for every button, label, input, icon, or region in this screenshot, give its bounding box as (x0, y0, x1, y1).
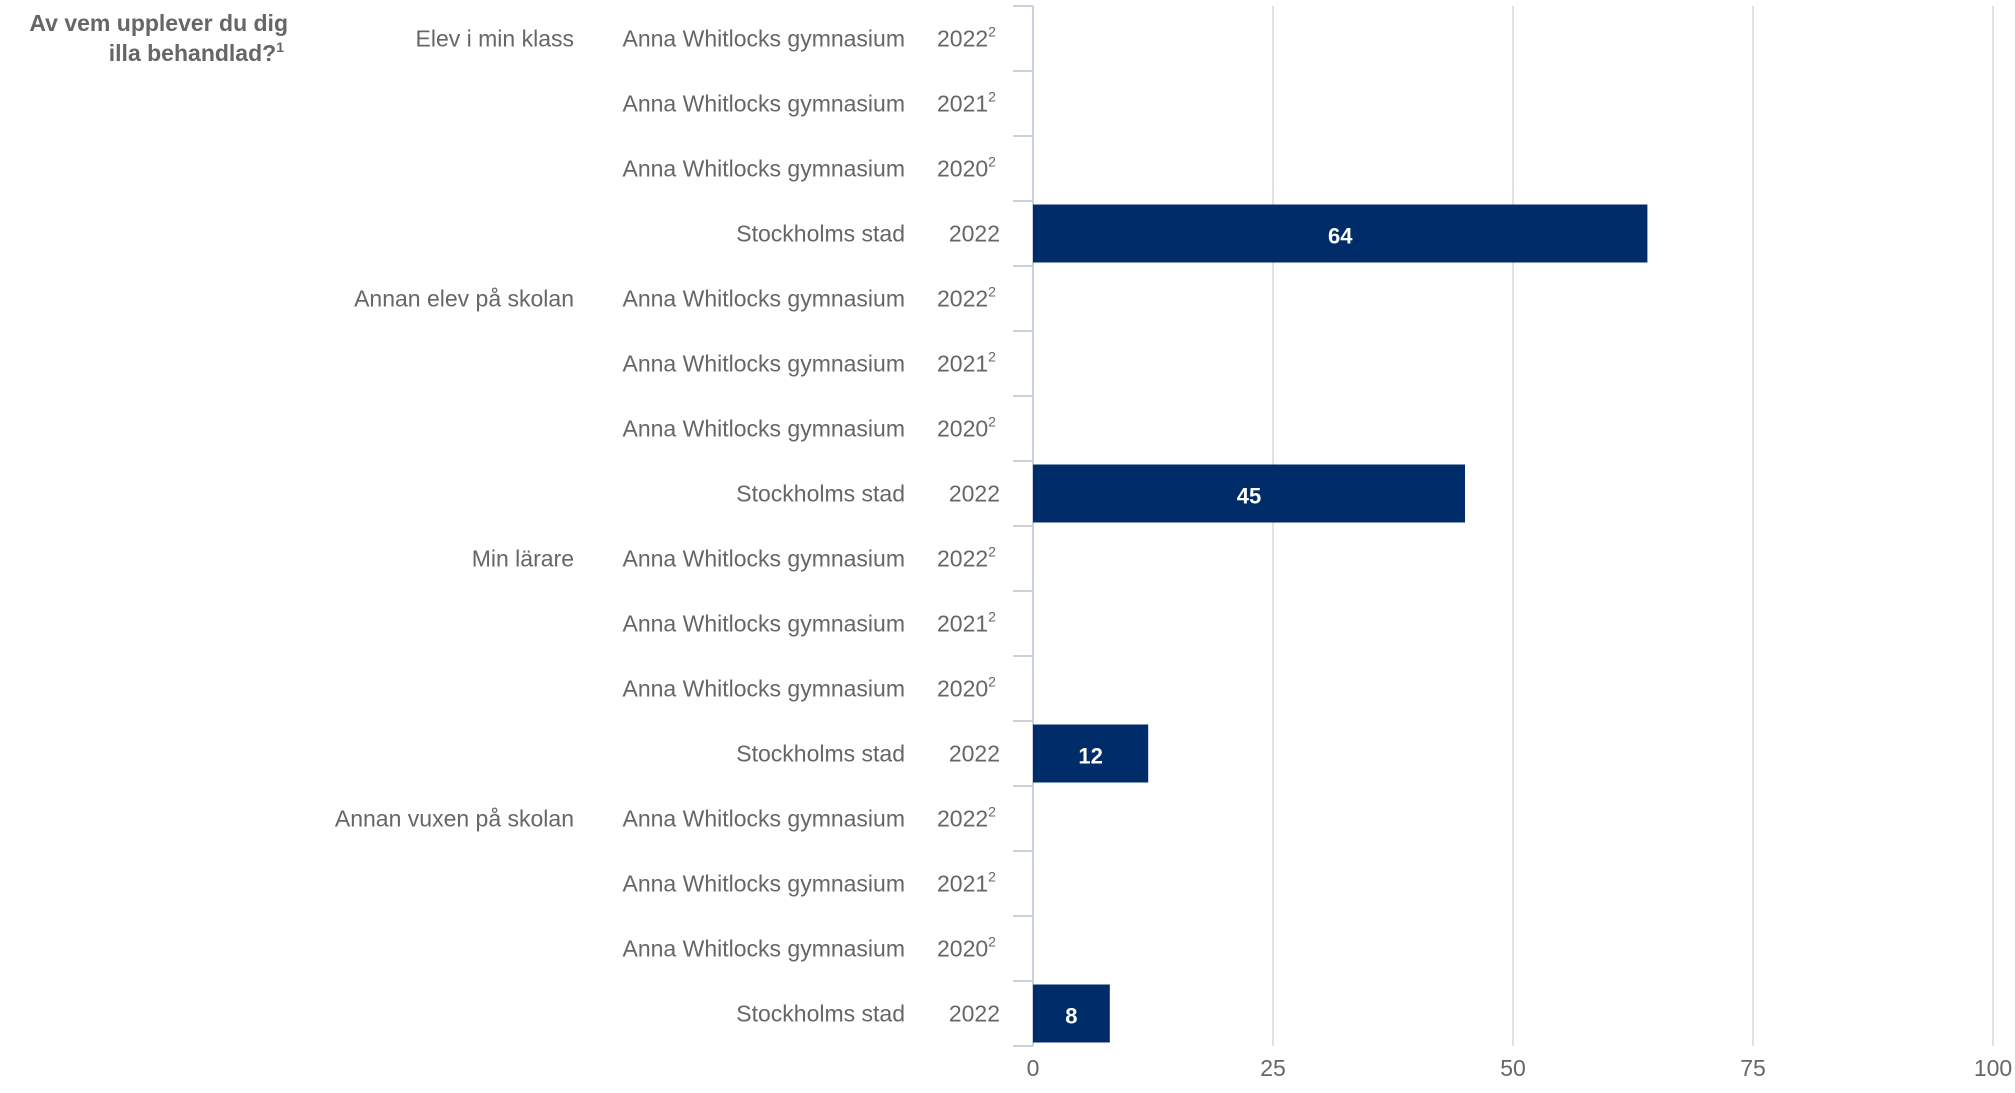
year-footnote: 2 (988, 24, 996, 40)
year-label: 20202 (937, 154, 996, 182)
year-label: 2022 (949, 481, 1000, 507)
row-separators (1013, 5, 1033, 1047)
year-footnote: 2 (988, 804, 996, 820)
year-label: 20212 (937, 89, 996, 117)
x-tick-label: 75 (1740, 1055, 1766, 1081)
entity-label: Stockholms stad (736, 481, 905, 507)
chart-header-footnote: 1 (276, 39, 284, 55)
year-footnote: 2 (988, 869, 996, 885)
year-text: 2020 (937, 936, 988, 962)
year-footnote: 2 (988, 934, 996, 950)
year-label: 2022 (949, 1001, 1000, 1027)
bar-value-label: 64 (1328, 224, 1353, 249)
year-label: 20202 (937, 674, 996, 702)
entity-label: Anna Whitlocks gymnasium (623, 351, 906, 377)
year-label: 20222 (937, 544, 996, 572)
year-text: 2020 (937, 156, 988, 182)
year-text: 2021 (937, 611, 988, 637)
year-text: 2020 (937, 416, 988, 442)
entity-label: Anna Whitlocks gymnasium (623, 676, 906, 702)
group-label: Elev i min klass (416, 26, 574, 52)
year-label: 2022 (949, 221, 1000, 247)
year-footnote: 2 (988, 674, 996, 690)
group-label: Annan elev på skolan (354, 286, 574, 312)
bar (1033, 464, 1465, 523)
year-footnote: 2 (988, 544, 996, 560)
chart-header-line2-text: illa behandlad? (109, 40, 276, 66)
x-tick-label: 25 (1260, 1055, 1286, 1081)
chart-header-line1: Av vem upplever du dig (29, 10, 288, 36)
entity-label: Anna Whitlocks gymnasium (623, 806, 906, 832)
group-label: Min lärare (472, 546, 574, 572)
bars: 64 45 12 8 (1033, 204, 1648, 1043)
entity-label: Anna Whitlocks gymnasium (623, 156, 906, 182)
year-text: 2020 (937, 676, 988, 702)
year-label: 20212 (937, 609, 996, 637)
entity-label: Anna Whitlocks gymnasium (623, 936, 906, 962)
year-label: 20202 (937, 934, 996, 962)
group-label: Annan vuxen på skolan (335, 806, 574, 832)
entity-label: Anna Whitlocks gymnasium (623, 26, 906, 52)
year-label: 20212 (937, 349, 996, 377)
x-axis-ticks: 0 25 50 75 100 (1027, 1055, 2013, 1081)
row-labels: Elev i min klass Anna Whitlocks gymnasium… (335, 24, 1000, 1027)
gridlines (1032, 6, 1994, 1046)
year-label: 20222 (937, 804, 996, 832)
year-label: 20212 (937, 869, 996, 897)
bar (1033, 984, 1110, 1043)
entity-label: Anna Whitlocks gymnasium (623, 91, 906, 117)
chart-header-line2: illa behandlad?1 (109, 39, 284, 66)
year-label: 20202 (937, 414, 996, 442)
bar-value-label: 8 (1065, 1004, 1077, 1029)
year-label: 20222 (937, 24, 996, 52)
bar-value-label: 12 (1078, 744, 1102, 769)
entity-label: Stockholms stad (736, 1001, 905, 1027)
entity-label: Stockholms stad (736, 741, 905, 767)
year-text: 2021 (937, 871, 988, 897)
year-text: 2022 (937, 286, 988, 312)
year-text: 2021 (937, 351, 988, 377)
entity-label: Anna Whitlocks gymnasium (623, 546, 906, 572)
year-label: 2022 (949, 741, 1000, 767)
x-tick-label: 0 (1027, 1055, 1040, 1081)
entity-label: Anna Whitlocks gymnasium (623, 871, 906, 897)
year-footnote: 2 (988, 154, 996, 170)
year-footnote: 2 (988, 89, 996, 105)
year-text: 2022 (937, 806, 988, 832)
bar-value-label: 45 (1237, 484, 1261, 509)
x-tick-label: 100 (1974, 1055, 2012, 1081)
year-footnote: 2 (988, 414, 996, 430)
year-footnote: 2 (988, 349, 996, 365)
x-tick-label: 50 (1500, 1055, 1526, 1081)
entity-label: Anna Whitlocks gymnasium (623, 416, 906, 442)
year-footnote: 2 (988, 284, 996, 300)
entity-label: Stockholms stad (736, 221, 905, 247)
bar (1033, 204, 1648, 263)
year-text: 2022 (937, 26, 988, 52)
entity-label: Anna Whitlocks gymnasium (623, 286, 906, 312)
year-text: 2021 (937, 91, 988, 117)
year-footnote: 2 (988, 609, 996, 625)
year-label: 20222 (937, 284, 996, 312)
entity-label: Anna Whitlocks gymnasium (623, 611, 906, 637)
bar (1033, 724, 1149, 783)
year-text: 2022 (937, 546, 988, 572)
